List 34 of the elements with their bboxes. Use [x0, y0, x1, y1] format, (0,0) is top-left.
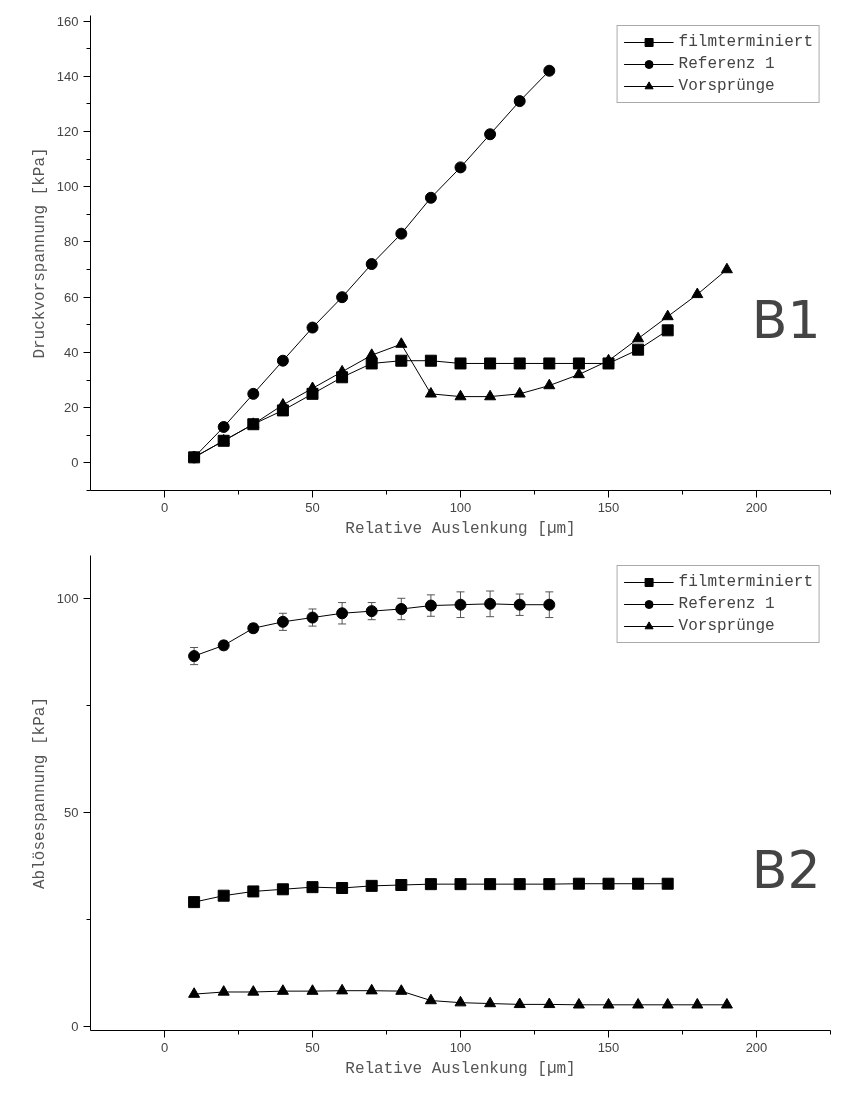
y-tick-label: 40	[64, 344, 79, 360]
y-tick-label: 140	[56, 68, 79, 84]
y-tick-label: 160	[56, 13, 79, 29]
y-tick-label: 50	[64, 804, 79, 820]
y-tick-label: 0	[71, 455, 79, 471]
y-axis-title: Ablösespannung [kPa]	[30, 696, 49, 890]
x-tick-label: 200	[745, 499, 768, 515]
x-axis-title: Relative Auslenkung [µm]	[345, 1059, 576, 1078]
legend-label: filmterminiert	[678, 573, 813, 591]
y-tick-label: 120	[56, 123, 79, 139]
legend-label: filmterminiert	[678, 33, 813, 51]
y-tick-label: 0	[71, 1018, 79, 1034]
annotation: B2	[751, 840, 821, 901]
legend-label: Vorsprünge	[678, 77, 775, 95]
x-tick-label: 100	[449, 499, 472, 515]
x-tick-label: 0	[160, 1039, 169, 1055]
y-tick-label: 60	[64, 289, 79, 305]
y-tick-label: 100	[56, 590, 79, 606]
annotation: B1	[751, 289, 821, 350]
x-tick-label: 50	[305, 1039, 320, 1055]
x-tick-label: 50	[305, 499, 320, 515]
legend-label: Referenz 1	[678, 55, 775, 73]
x-tick-label: 150	[597, 499, 620, 515]
y-tick-label: 80	[64, 234, 79, 250]
legend-label: Vorsprünge	[678, 617, 775, 635]
y-tick-label: 20	[64, 400, 79, 416]
x-tick-label: 0	[160, 499, 169, 515]
x-tick-label: 200	[745, 1039, 768, 1055]
y-axis-title: Druckvorspannung [kPa]	[30, 147, 49, 359]
x-tick-label: 150	[597, 1039, 620, 1055]
legend-label: Referenz 1	[678, 595, 775, 613]
x-axis-title: Relative Auslenkung [µm]	[345, 519, 576, 538]
x-tick-label: 100	[449, 1039, 472, 1055]
y-tick-label: 100	[56, 179, 79, 195]
